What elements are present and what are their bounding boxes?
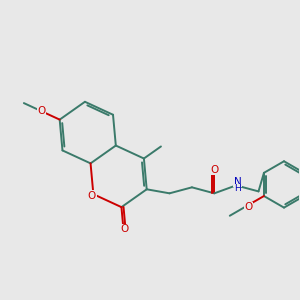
Text: O: O <box>210 165 218 175</box>
Text: N: N <box>234 177 242 187</box>
Text: O: O <box>38 106 46 116</box>
Text: H: H <box>234 184 241 194</box>
Text: O: O <box>88 191 96 201</box>
Text: O: O <box>121 224 129 234</box>
Text: O: O <box>244 202 253 212</box>
